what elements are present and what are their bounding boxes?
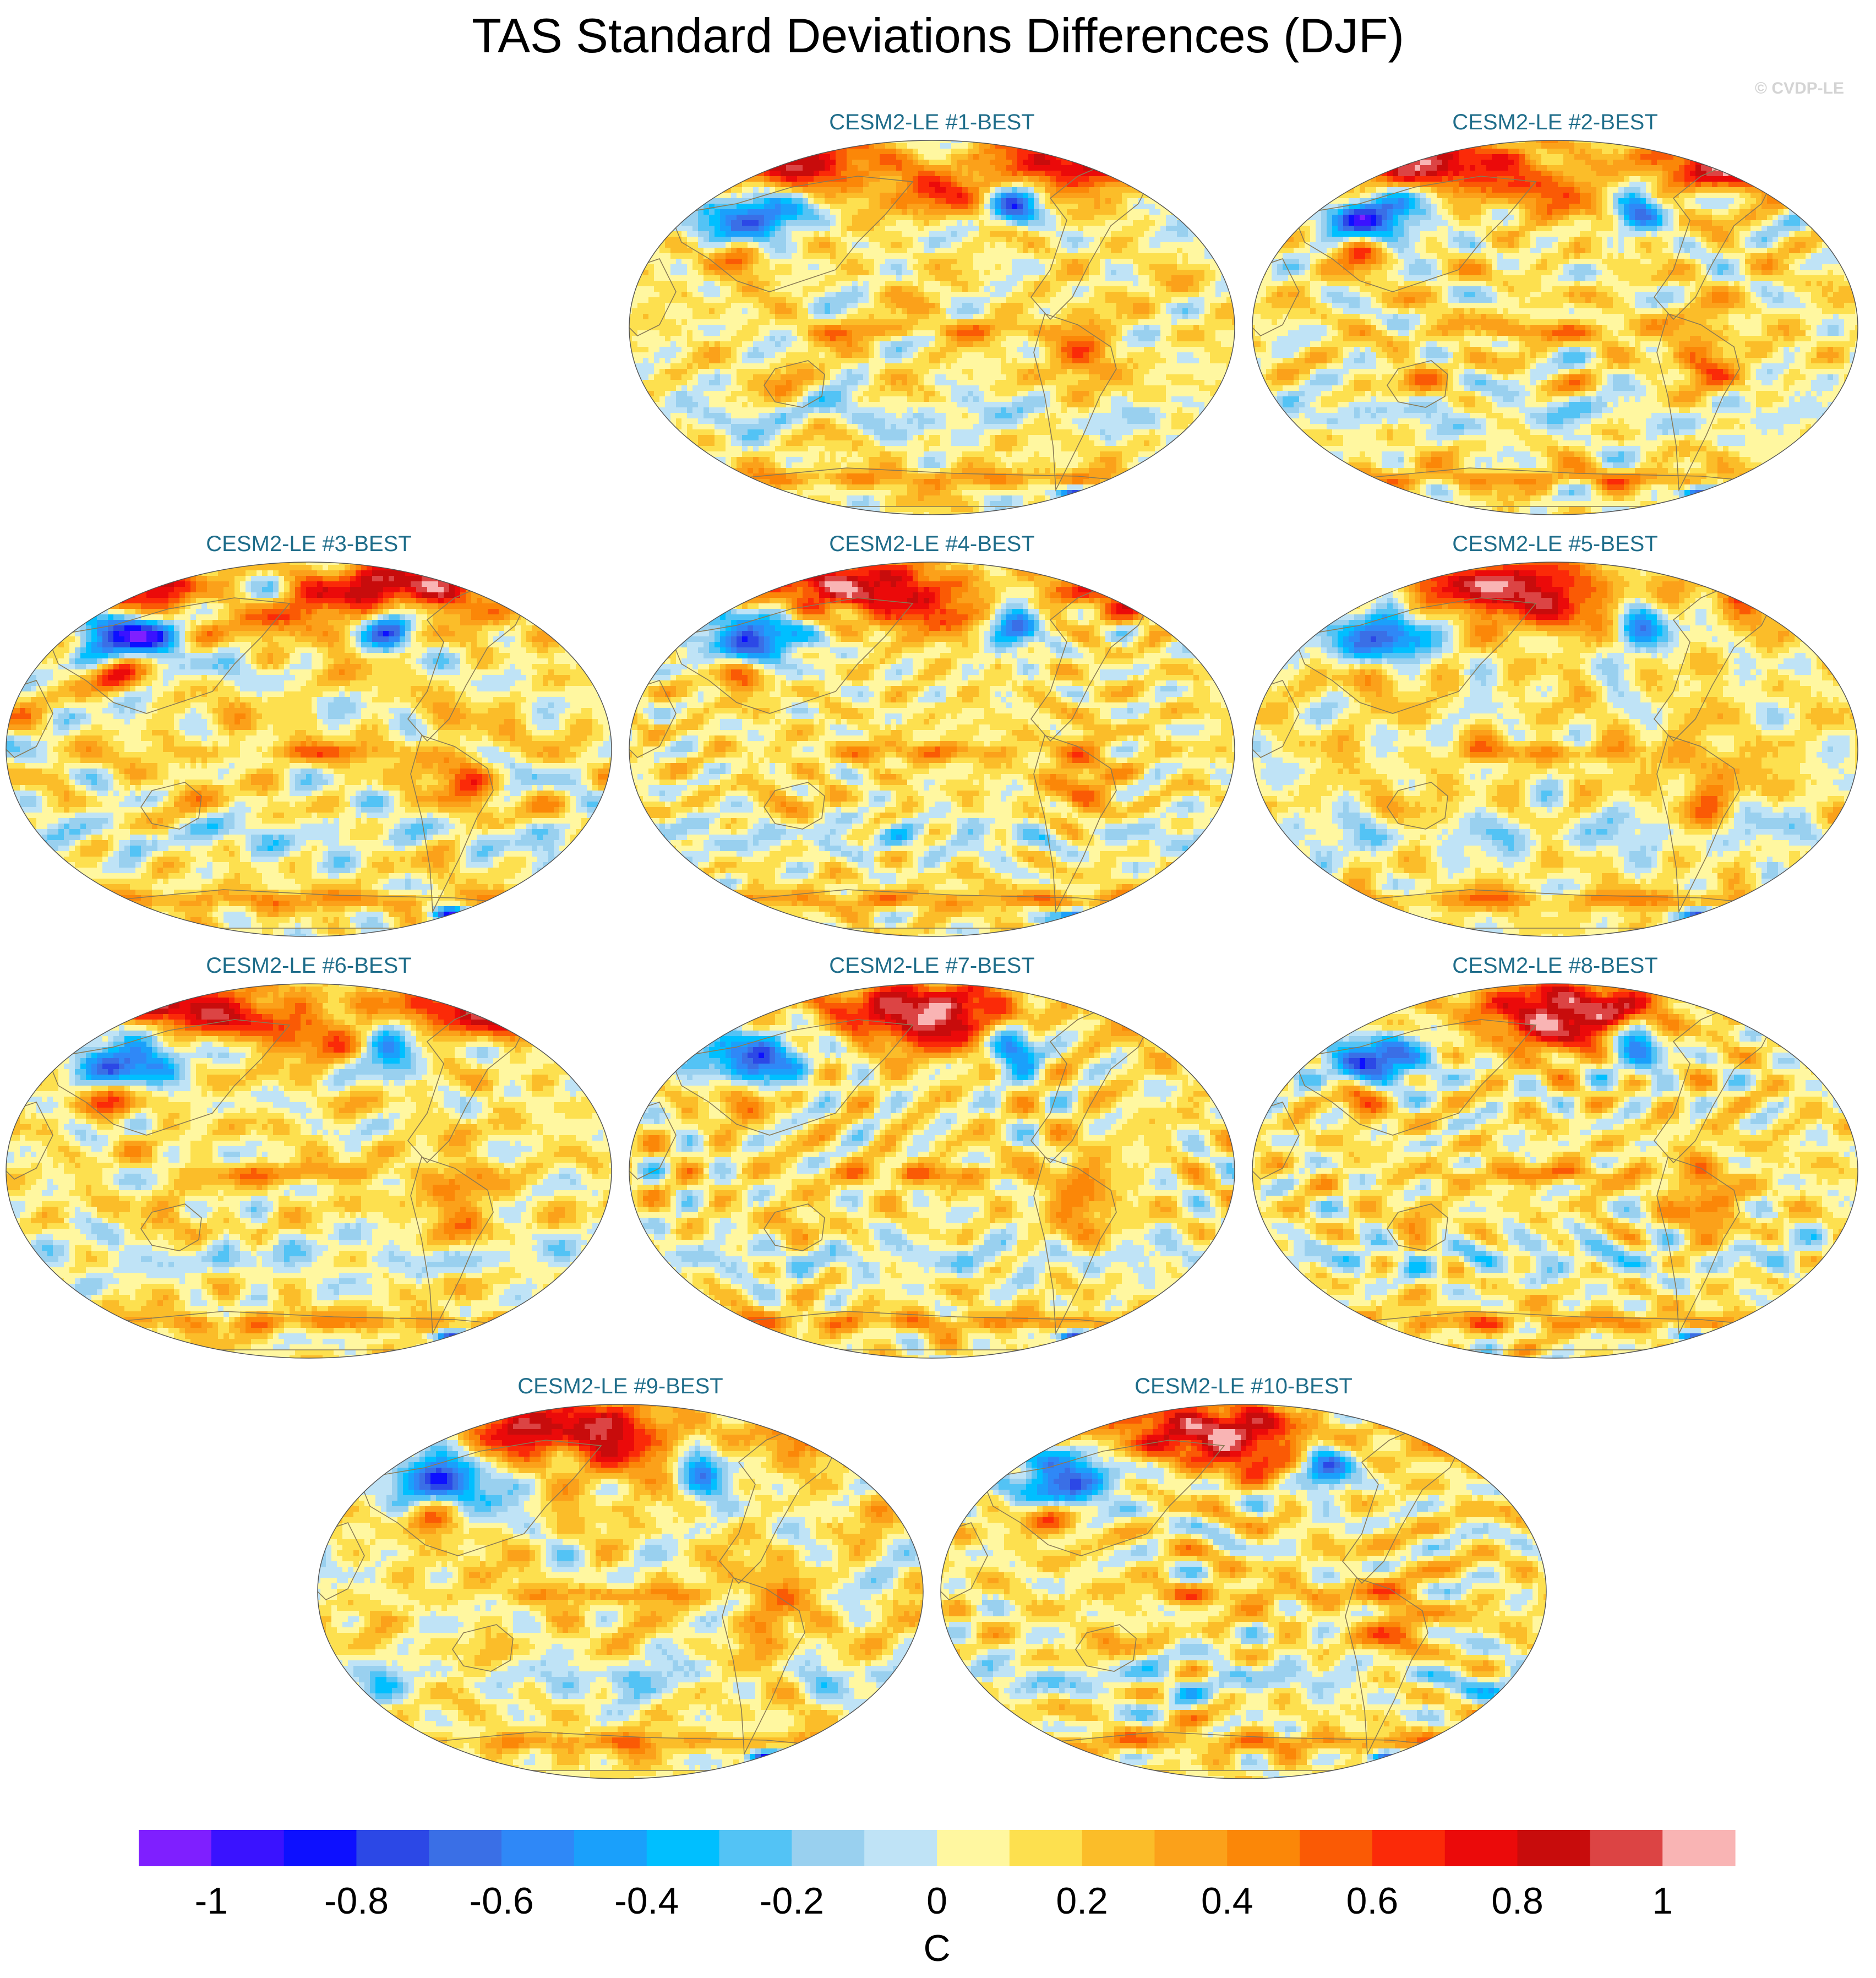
colorbar-box	[1010, 1830, 1082, 1866]
colorbar-box	[139, 1830, 211, 1866]
panel-title: CESM2-LE #4-BEST	[626, 532, 1237, 563]
map-panel: CESM2-LE #10-BEST	[938, 1374, 1549, 1792]
watermark: © CVDP-LE	[1755, 79, 1844, 98]
colorbar-box	[1372, 1830, 1445, 1866]
colorbar-tick-label: -0.2	[737, 1879, 847, 1922]
colorbar-tick-label: 0.8	[1463, 1879, 1573, 1922]
map-panel: CESM2-LE #2-BEST	[1250, 110, 1861, 528]
colorbar-tick-label: 1	[1607, 1879, 1717, 1922]
colorbar-box	[792, 1830, 864, 1866]
colorbar-tick-label: -0.4	[592, 1879, 702, 1922]
colorbar-box	[1590, 1830, 1662, 1866]
colorbar-box	[1082, 1830, 1155, 1866]
colorbar-box	[429, 1830, 501, 1866]
colorbar-box	[1518, 1830, 1590, 1866]
colorbar-tick-label: 0.6	[1317, 1879, 1427, 1922]
map-panel: CESM2-LE #8-BEST	[1250, 953, 1861, 1372]
panel-title: CESM2-LE #3-BEST	[3, 532, 614, 563]
page-title: TAS Standard Deviations Differences (DJF…	[0, 8, 1876, 64]
map-panel: CESM2-LE #3-BEST	[3, 532, 614, 950]
map-panel: CESM2-LE #6-BEST	[3, 953, 614, 1372]
colorbar-box	[211, 1830, 284, 1866]
colorbar-box	[1154, 1830, 1227, 1866]
global-map	[938, 1402, 1549, 1781]
colorbar-box	[501, 1830, 574, 1866]
panel-title: CESM2-LE #10-BEST	[938, 1374, 1549, 1405]
colorbar-tick-label: 0.4	[1172, 1879, 1282, 1922]
global-map	[1250, 559, 1861, 939]
colorbar-box	[647, 1830, 719, 1866]
global-map	[626, 138, 1237, 517]
panel-title: CESM2-LE #1-BEST	[626, 110, 1237, 141]
map-panel: CESM2-LE #1-BEST	[626, 110, 1237, 528]
colorbar-tick-label: -1	[156, 1879, 266, 1922]
global-map	[1250, 981, 1861, 1361]
global-map	[3, 559, 614, 939]
colorbar-box	[1300, 1830, 1372, 1866]
colorbar-tick-label: -0.6	[446, 1879, 557, 1922]
panel-title: CESM2-LE #5-BEST	[1250, 532, 1861, 563]
colorbar-tick-label: 0	[882, 1879, 992, 1922]
map-panel: CESM2-LE #5-BEST	[1250, 532, 1861, 950]
map-panel: CESM2-LE #4-BEST	[626, 532, 1237, 950]
colorbar-unit-label: C	[882, 1927, 992, 1970]
global-map	[3, 981, 614, 1361]
global-map	[315, 1402, 926, 1781]
colorbar-box	[1227, 1830, 1300, 1866]
colorbar-box	[719, 1830, 792, 1866]
global-map	[626, 981, 1237, 1361]
panel-title: CESM2-LE #9-BEST	[315, 1374, 926, 1405]
panel-title: CESM2-LE #2-BEST	[1250, 110, 1861, 141]
colorbar-box	[1445, 1830, 1518, 1866]
panel-title: CESM2-LE #7-BEST	[626, 953, 1237, 984]
colorbar: -1 -0.8 -0.6 -0.4 -0.2 0 0.2 0.4 0.6 0.8 1 C	[139, 1830, 1735, 1977]
global-map	[1250, 138, 1861, 517]
colorbar-box	[356, 1830, 429, 1866]
map-panel: CESM2-LE #9-BEST	[315, 1374, 926, 1792]
panel-title: CESM2-LE #6-BEST	[3, 953, 614, 984]
colorbar-tick-label: -0.8	[302, 1879, 412, 1922]
map-panel: CESM2-LE #7-BEST	[626, 953, 1237, 1372]
colorbar-box	[574, 1830, 647, 1866]
colorbar-boxes	[139, 1830, 1735, 1868]
colorbar-box	[1662, 1830, 1735, 1866]
global-map	[626, 559, 1237, 939]
colorbar-box	[937, 1830, 1010, 1866]
colorbar-box	[284, 1830, 357, 1866]
colorbar-box	[864, 1830, 937, 1866]
panel-title: CESM2-LE #8-BEST	[1250, 953, 1861, 984]
colorbar-tick-label: 0.2	[1027, 1879, 1137, 1922]
